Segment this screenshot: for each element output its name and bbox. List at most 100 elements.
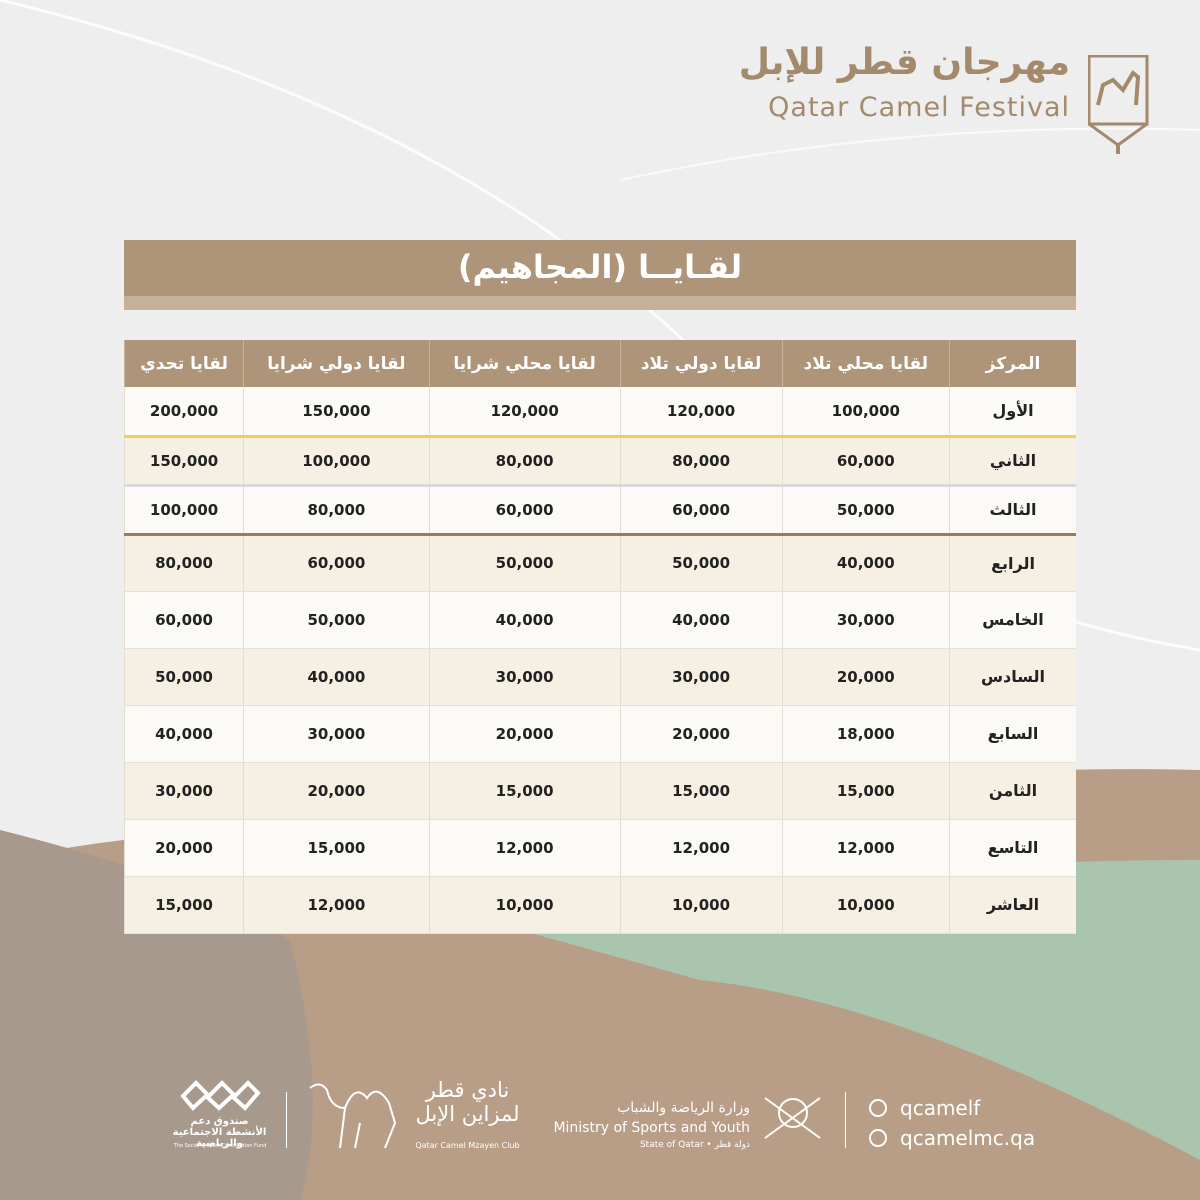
column-header: المركز: [949, 340, 1076, 387]
prize-cell: 30,000: [619, 648, 783, 706]
prize-cell: 12,000: [243, 876, 430, 934]
table-row: الثامن 15,000 15,000 15,000 20,000 30,000: [123, 762, 1076, 820]
prize-cell: 30,000: [243, 705, 430, 763]
separator: [845, 1092, 846, 1148]
rank-cell: العاشر: [949, 876, 1076, 934]
emblem: [1088, 55, 1149, 154]
rank-cell: الأول: [949, 387, 1076, 438]
prize-cell: 20,000: [243, 762, 430, 820]
fund-english: The Social & Sport Contribution Fund: [173, 1143, 267, 1149]
prize-cell: 30,000: [781, 591, 950, 649]
table-body: الأول 100,000 120,000 120,000 150,000 200,000…: [123, 387, 1076, 934]
website: qcamelmc.qa: [900, 1126, 1036, 1150]
table-row: السادس 20,000 30,000 30,000 40,000 50,000: [123, 648, 1076, 706]
prize-cell: 80,000: [123, 534, 244, 592]
prize-cell: 10,000: [619, 876, 783, 934]
prize-cell: 50,000: [428, 534, 621, 592]
table-title: لقـايــا (المجاهيم): [124, 240, 1076, 310]
column-header: لقايا دولي تلاد: [619, 340, 783, 387]
table-row: السابع 18,000 20,000 20,000 30,000 40,000: [123, 705, 1076, 763]
prize-cell: 150,000: [243, 387, 430, 438]
prize-cell: 40,000: [619, 591, 783, 649]
table-row: الرابع 40,000 50,000 50,000 60,000 80,000: [123, 534, 1076, 592]
ministry-arabic: وزارة الرياضة والشباب: [617, 1100, 750, 1116]
title-strip: [124, 296, 1076, 310]
prize-cell: 120,000: [428, 387, 621, 438]
column-header: لقايا تحدي: [123, 340, 244, 387]
rank-cell: الثالث: [949, 485, 1076, 536]
prize-cell: 40,000: [243, 648, 430, 706]
club-english: Qatar Camel Mzayen Club: [415, 1141, 520, 1150]
rank-cell: السادس: [949, 648, 1076, 706]
column-header: لقايا محلي شرايا: [428, 340, 621, 387]
prize-cell: 15,000: [428, 762, 621, 820]
prize-cell: 100,000: [243, 436, 430, 487]
prize-cell: 80,000: [243, 485, 430, 536]
prize-cell: 10,000: [781, 876, 950, 934]
prize-cell: 50,000: [243, 591, 430, 649]
social-handle: qcamelf: [900, 1096, 981, 1120]
separator: [286, 1092, 287, 1148]
prize-cell: 200,000: [123, 387, 244, 438]
table-row: الثاني 60,000 80,000 80,000 100,000 150,000: [123, 436, 1076, 487]
prize-cell: 120,000: [619, 387, 783, 438]
prize-cell: 15,000: [243, 819, 430, 877]
table-row: العاشر 10,000 10,000 10,000 12,000 15,000: [123, 876, 1076, 934]
prize-cell: 40,000: [123, 705, 244, 763]
camel-icon: [309, 1083, 397, 1149]
prize-cell: 40,000: [428, 591, 621, 649]
table-row: التاسع 12,000 12,000 12,000 15,000 20,000: [123, 819, 1076, 877]
state: State of Qatar • دولة قطر: [639, 1140, 750, 1150]
prize-cell: 80,000: [619, 436, 783, 487]
prize-cell: 50,000: [619, 534, 783, 592]
prize-cell: 20,000: [123, 819, 244, 877]
prize-cell: 10,000: [428, 876, 621, 934]
prize-cell: 15,000: [619, 762, 783, 820]
prize-cell: 60,000: [781, 436, 950, 487]
prize-cell: 12,000: [781, 819, 950, 877]
prize-cell: 30,000: [428, 648, 621, 706]
footer-icons: [869, 1099, 887, 1147]
prize-cell: 50,000: [123, 648, 244, 706]
prize-cell: 150,000: [123, 436, 244, 487]
prize-cell: 20,000: [619, 705, 783, 763]
prize-cell: 12,000: [428, 819, 621, 877]
title-text: لقـايــا (المجاهيم): [457, 248, 743, 286]
prize-cell: 15,000: [781, 762, 950, 820]
club-arabic: نادي قطر لمزاين الإبل: [415, 1078, 520, 1126]
column-header: لقايا دولي شرايا: [243, 340, 430, 387]
table-row: الثالث 50,000 60,000 60,000 80,000 100,000: [123, 485, 1076, 536]
prize-cell: 60,000: [123, 591, 244, 649]
rank-cell: التاسع: [949, 819, 1076, 877]
header-row: المركز لقايا محلي تلاد لقايا دولي تلاد لقاي…: [123, 340, 1076, 387]
prize-cell: 12,000: [619, 819, 783, 877]
fund-arabic: صندوق دعم الأنشطة الاجتماعية والرياضية: [172, 1116, 267, 1149]
table-row: الخامس 30,000 40,000 40,000 50,000 60,000: [123, 591, 1076, 649]
state-emblem: [764, 1097, 821, 1139]
rank-cell: السابع: [949, 705, 1076, 763]
prize-cell: 60,000: [428, 485, 621, 536]
prize-cell: 100,000: [781, 387, 950, 438]
table-row: الأول 100,000 120,000 120,000 150,000 200,000: [123, 387, 1076, 438]
rank-cell: الخامس: [949, 591, 1076, 649]
logo-english: Qatar Camel Festival: [768, 92, 1070, 123]
rank-cell: الرابع: [949, 534, 1076, 592]
prize-cell: 50,000: [781, 485, 950, 536]
prize-cell: 18,000: [781, 705, 950, 763]
prize-cell: 15,000: [123, 876, 244, 934]
ministry-english: Ministry of Sports and Youth: [553, 1120, 750, 1136]
prize-cell: 60,000: [619, 485, 783, 536]
rank-cell: الثامن: [949, 762, 1076, 820]
column-header: لقايا محلي تلاد: [781, 340, 950, 387]
rank-cell: الثاني: [949, 436, 1076, 487]
prize-cell: 20,000: [781, 648, 950, 706]
fund-logo: [180, 1080, 261, 1111]
prize-cell: 60,000: [243, 534, 430, 592]
prize-cell: 30,000: [123, 762, 244, 820]
logo-arabic: مهرجان قطر للإبل: [738, 42, 1070, 83]
prize-cell: 80,000: [428, 436, 621, 487]
prize-cell: 40,000: [781, 534, 950, 592]
prize-cell: 100,000: [123, 485, 244, 536]
prize-table: المركز لقايا محلي تلاد لقايا دولي تلاد لقاي…: [123, 340, 1076, 934]
